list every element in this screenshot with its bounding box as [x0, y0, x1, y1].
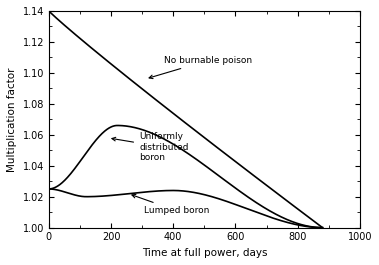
- Y-axis label: Multiplication factor: Multiplication factor: [7, 67, 17, 171]
- Text: No burnable poison: No burnable poison: [149, 56, 252, 79]
- Text: Uniformly
distributed
boron: Uniformly distributed boron: [112, 132, 188, 162]
- Text: Lumped boron: Lumped boron: [132, 195, 209, 215]
- X-axis label: Time at full power, days: Time at full power, days: [142, 248, 267, 258]
